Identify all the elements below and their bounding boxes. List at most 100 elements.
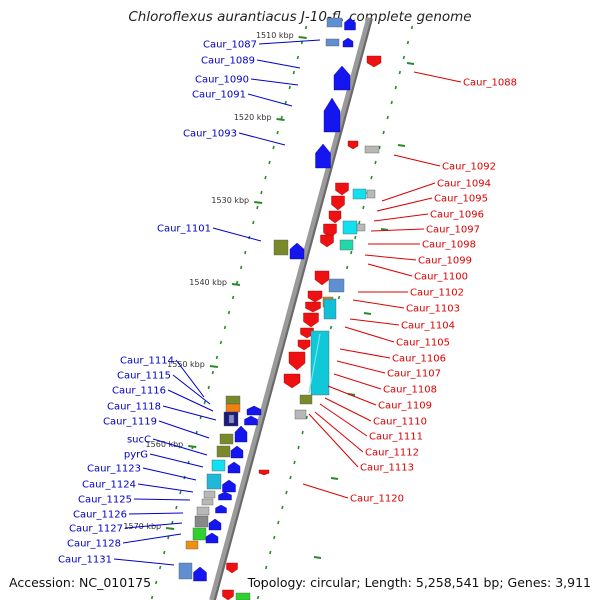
reverse-gene-label: Caur_1120 [350, 494, 404, 505]
gene-box-steelblue [325, 38, 340, 47]
kbp-tick [406, 62, 415, 65]
gene-box-teal [339, 239, 354, 251]
reverse-gene-label: Caur_1110 [373, 417, 427, 428]
scale-dot-right [277, 520, 280, 525]
scale-dot-right [281, 505, 284, 510]
gene-box-olive [273, 239, 289, 256]
kbp-tick [330, 477, 339, 480]
reverse-gene-label: Caur_1100 [414, 272, 468, 283]
gene-forward-arrow [244, 415, 258, 426]
reverse-leader-line [381, 182, 436, 202]
gene-box-gray [366, 189, 376, 199]
gene-box-green [235, 592, 251, 600]
reverse-leader-line [324, 397, 372, 422]
scale-dot-left [268, 160, 271, 165]
gene-forward-arrow [342, 37, 354, 48]
scale-dot-right [346, 265, 349, 270]
scale-dot-left [272, 145, 275, 150]
scale-dot-left [179, 490, 182, 495]
scale-dot-right [358, 220, 361, 225]
reverse-leader-line [367, 263, 413, 277]
scale-dot-left [284, 100, 287, 105]
scale-dot-right [398, 70, 402, 75]
reverse-leader-line [314, 411, 364, 453]
gene-box-cyan [352, 188, 367, 200]
gene-box-olive [225, 395, 241, 405]
scale-dot-left [256, 205, 259, 210]
reverse-gene-label: Caur_1088 [463, 78, 517, 89]
forward-gene-label: Caur_1114 [120, 356, 174, 367]
gene-box-cyan [323, 298, 337, 320]
gene-box-cyan [206, 473, 222, 490]
scale-dot-right [256, 595, 260, 600]
scale-dot-left [296, 55, 300, 60]
gene-reverse-arrow [226, 562, 238, 574]
scale-dot-left [150, 595, 154, 600]
scale-dot-right [378, 145, 381, 150]
gene-reverse-arrow [300, 327, 314, 339]
gene-box-gray [201, 498, 214, 506]
gene-reverse-arrow [222, 589, 234, 600]
scale-dot-right [410, 25, 414, 30]
kbp-label: 1510 kbp [256, 31, 294, 40]
scale-dot-right [350, 250, 353, 255]
reverse-leader-line [370, 228, 425, 232]
reverse-gene-label: Caur_1113 [360, 463, 414, 474]
gene-forward-arrow [344, 17, 356, 31]
scale-dot-left [252, 220, 255, 225]
reverse-leader-line [319, 403, 368, 437]
reverse-gene-label: Caur_1105 [396, 338, 450, 349]
reverse-gene-label: Caur_1097 [426, 225, 480, 236]
forward-leader-line [142, 467, 197, 481]
kbp-tick [363, 312, 372, 315]
gene-box-steelblue [328, 278, 345, 293]
gene-reverse-arrow [305, 301, 321, 313]
gene-reverse-arrow [307, 290, 323, 303]
scale-dot-left [215, 355, 219, 360]
forward-gene-label: Caur_1126 [73, 510, 127, 521]
forward-leader-line [162, 405, 217, 421]
reverse-leader-line [308, 413, 359, 468]
reverse-leader-line [336, 360, 386, 374]
gene-box-green [192, 527, 207, 541]
gene-forward-arrow [205, 532, 219, 544]
forward-gene-label: Caur_1119 [103, 417, 157, 428]
scale-dot-left [288, 85, 291, 90]
forward-gene-label: Caur_1131 [58, 555, 112, 566]
forward-leader-line [152, 438, 208, 456]
accession-text: Accession: NC_010175 [9, 575, 152, 590]
reverse-gene-label: Caur_1098 [422, 240, 476, 251]
gene-box-olive [219, 433, 234, 445]
forward-gene-label: Caur_1123 [87, 464, 141, 475]
scale-dot-right [289, 475, 292, 480]
reverse-gene-label: Caur_1109 [378, 401, 432, 412]
gene-box-gray [294, 409, 307, 420]
scale-dot-right [402, 55, 406, 60]
reverse-leader-line [327, 385, 377, 406]
scale-dot-left [260, 190, 263, 195]
forward-gene-label: Caur_1118 [107, 402, 161, 413]
scale-dot-right [269, 550, 272, 555]
gene-forward-arrow [234, 425, 248, 443]
gene-box-highlight [308, 333, 321, 394]
reverse-gene-label: Caur_1112 [365, 448, 419, 459]
scale-dot-right [293, 460, 296, 465]
reverse-gene-label: Caur_1104 [401, 321, 455, 332]
gene-forward-arrow [193, 566, 207, 582]
kbp-label: 1530 kbp [211, 196, 249, 205]
scale-dot-left [276, 130, 279, 135]
gene-box-gray [364, 145, 380, 154]
kbp-tick [380, 228, 389, 231]
scale-dot-right [382, 130, 385, 135]
reverse-gene-label: Caur_1102 [410, 288, 464, 299]
reverse-leader-line [344, 326, 395, 343]
scale-dot-right [354, 235, 357, 240]
scale-dot-right [374, 160, 377, 165]
forward-gene-label: Caur_1090 [195, 75, 249, 86]
gene-reverse-arrow [258, 469, 270, 476]
forward-gene-label: Caur_1089 [201, 56, 255, 67]
scale-dot-left [304, 25, 308, 30]
scale-dot-right [265, 565, 268, 570]
forward-gene-label: Caur_1124 [82, 480, 136, 491]
